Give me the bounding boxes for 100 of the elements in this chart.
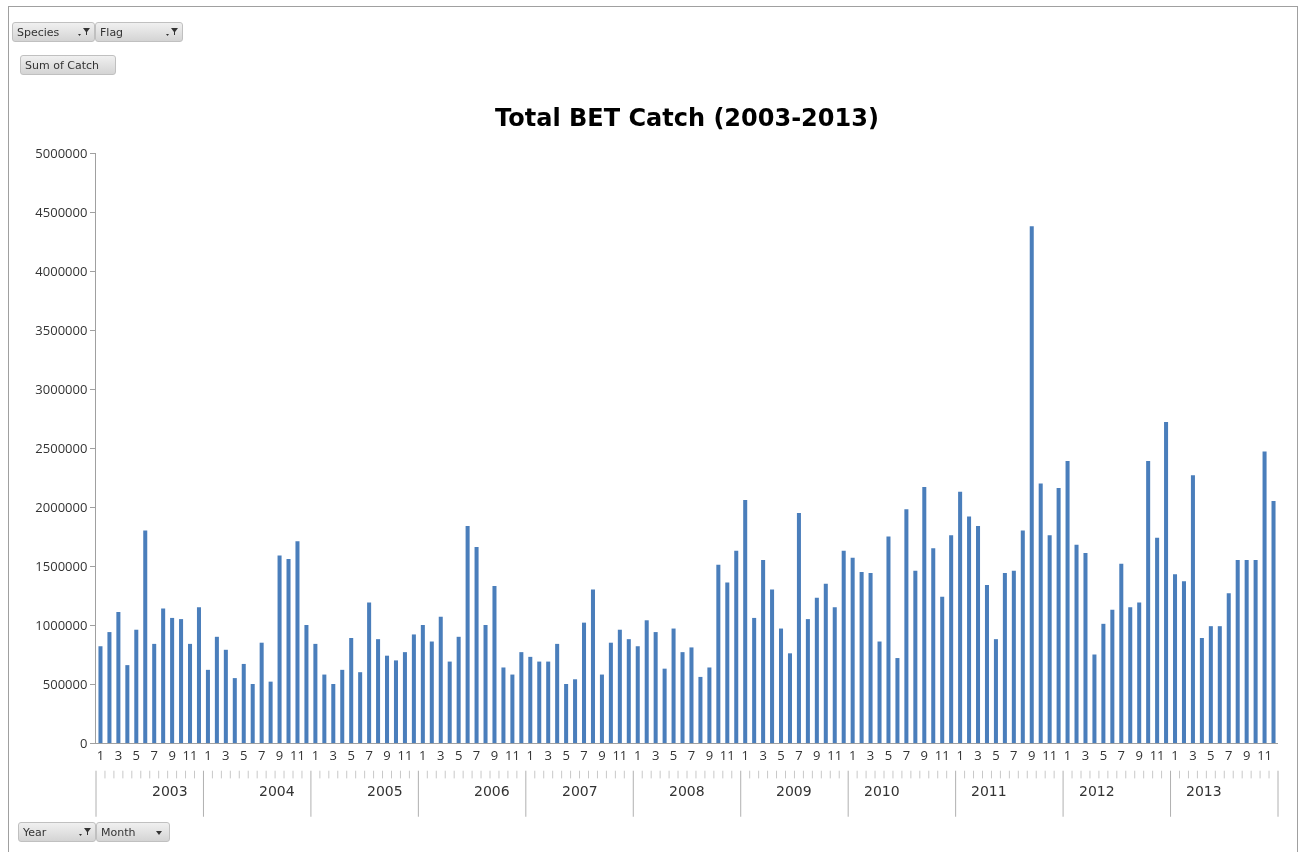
y-tick-label: 4000000 <box>35 261 88 280</box>
bar <box>483 625 488 743</box>
bar <box>922 486 927 743</box>
y-tick-label: 5000000 <box>35 143 88 162</box>
bar <box>967 516 972 743</box>
x-tick-label: 1 <box>848 745 857 764</box>
x-tick-label: 11 <box>612 745 628 764</box>
x-tick-label: 3 <box>1081 745 1090 764</box>
bar <box>429 641 434 743</box>
x-tick-label: 7 <box>580 745 588 764</box>
bar <box>832 607 837 743</box>
bar <box>232 678 237 743</box>
bar <box>814 597 819 743</box>
bar <box>1173 574 1178 743</box>
bar <box>474 547 479 743</box>
bar <box>608 642 613 743</box>
bar <box>214 636 219 743</box>
bar <box>295 541 300 743</box>
x-tick-label: 11 <box>290 745 305 764</box>
y-tick-label: 2000000 <box>35 497 88 516</box>
bar <box>331 684 336 743</box>
bar <box>1038 483 1043 743</box>
y-tick-label: 1000000 <box>35 615 88 634</box>
text: 2003 <box>152 783 188 799</box>
bar <box>367 602 372 743</box>
bar <box>1002 573 1007 743</box>
bar <box>161 608 166 743</box>
bar <box>707 667 712 743</box>
bar <box>259 642 264 743</box>
x-tick-label: 9 <box>1135 745 1143 764</box>
bar <box>671 628 676 743</box>
bar <box>1208 626 1213 743</box>
bar <box>179 619 184 743</box>
bar <box>1262 451 1267 743</box>
field-button: Species <box>12 22 95 42</box>
bar <box>125 665 130 743</box>
bar <box>420 625 425 743</box>
bar <box>1020 530 1025 743</box>
x-tick-label: 1 <box>419 745 427 764</box>
field-button: Month <box>96 822 170 842</box>
bar <box>904 509 909 743</box>
bar <box>519 652 524 743</box>
x-tick-label: 3 <box>222 745 230 764</box>
bar <box>1235 560 1240 743</box>
bar <box>134 629 139 743</box>
bar <box>528 656 533 743</box>
bar <box>662 668 667 743</box>
bar <box>1083 553 1088 743</box>
bar <box>501 667 506 743</box>
bar <box>993 639 998 743</box>
text: 2006 <box>474 783 510 799</box>
bar <box>1146 460 1151 743</box>
bar <box>1092 654 1097 743</box>
bar <box>1065 460 1070 743</box>
bar <box>98 646 103 743</box>
y-tick-label: 0 <box>79 733 88 752</box>
field-button: Year <box>18 822 96 842</box>
bar <box>1244 560 1249 743</box>
field-button: Sum of Catch <box>20 55 116 75</box>
x-tick-label: 11 <box>1149 745 1165 764</box>
bar <box>1181 581 1186 743</box>
x-tick-label: 5 <box>347 745 355 764</box>
x-tick-label: 11 <box>1257 745 1273 764</box>
bar <box>1101 623 1106 743</box>
x-tick-label: 5 <box>1099 745 1108 764</box>
bar <box>859 571 864 743</box>
bar <box>796 512 801 743</box>
bar <box>402 652 407 743</box>
x-tick-label: 9 <box>275 745 284 764</box>
bar <box>304 625 309 743</box>
bar <box>617 629 622 743</box>
bar <box>805 619 810 743</box>
x-tick-label: 7 <box>257 745 266 764</box>
bar <box>1128 607 1133 743</box>
bar <box>205 669 210 743</box>
bar <box>841 550 846 743</box>
bar <box>1056 488 1061 743</box>
bar <box>1029 226 1034 743</box>
y-tick-label: 2500000 <box>35 438 88 457</box>
bar <box>376 639 381 743</box>
bar <box>680 652 685 743</box>
bar <box>931 548 936 743</box>
bar <box>1190 475 1195 743</box>
x-tick-label: 11 <box>719 745 735 764</box>
x-tick-label: 1 <box>741 745 749 764</box>
x-tick-label: 9 <box>168 745 176 764</box>
text: 2009 <box>776 783 812 799</box>
bar <box>599 674 604 743</box>
x-tick-label: 3 <box>651 745 660 764</box>
bar <box>976 525 981 743</box>
x-tick-label: 3 <box>114 745 123 764</box>
x-tick-label: 5 <box>454 745 463 764</box>
x-tick-label: 3 <box>974 745 982 764</box>
x-tick-label: 3 <box>1189 745 1197 764</box>
bar <box>752 617 757 743</box>
bar <box>546 661 551 743</box>
bar <box>823 583 828 743</box>
x-tick-label: 9 <box>1242 745 1251 764</box>
bar <box>734 550 739 743</box>
bar <box>196 607 201 743</box>
